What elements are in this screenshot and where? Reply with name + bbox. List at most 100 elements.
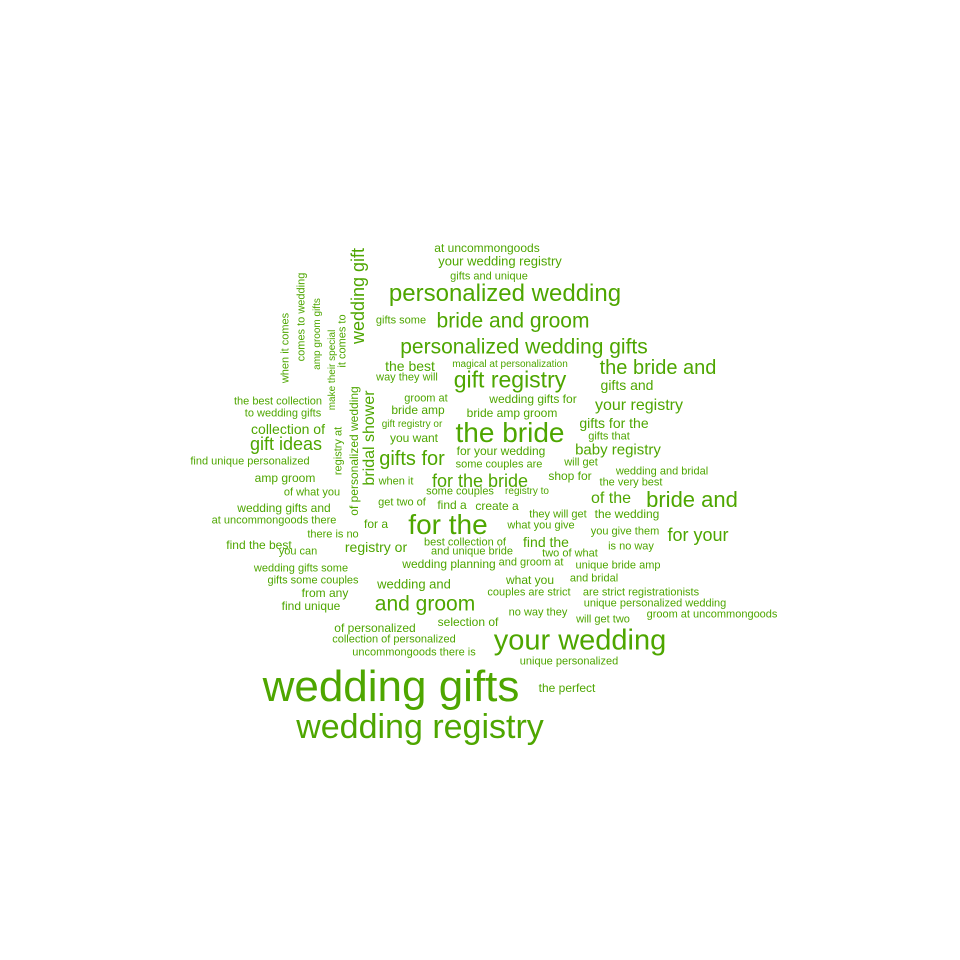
cloud-word: it comes to	[336, 314, 349, 368]
cloud-word: wedding and bridal	[615, 465, 709, 478]
cloud-word: wedding gifts some	[253, 562, 349, 575]
cloud-word: gifts and unique	[450, 270, 528, 283]
cloud-word: wedding and	[377, 576, 451, 592]
cloud-word: selection of	[437, 615, 499, 629]
cloud-word: collection of	[251, 421, 325, 437]
cloud-word: wedding planning	[402, 557, 496, 571]
cloud-word: the bride	[455, 417, 565, 448]
cloud-word: collection of personalized	[332, 633, 456, 646]
cloud-word: baby registry	[575, 441, 661, 459]
cloud-word: at uncommongoods there	[211, 514, 337, 527]
cloud-word: wedding gifts and	[237, 501, 331, 515]
cloud-word: find a	[437, 498, 467, 512]
cloud-word: personalized wedding	[388, 280, 622, 307]
cloud-word: some couples	[426, 485, 494, 498]
cloud-word: groom at uncommongoods	[646, 608, 778, 621]
cloud-word: from any	[301, 586, 349, 600]
cloud-word: gift ideas	[249, 434, 323, 454]
cloud-word: get two of	[378, 496, 426, 509]
cloud-word: bride and	[646, 487, 738, 512]
cloud-word: you give them	[590, 525, 660, 538]
cloud-word: way they will	[376, 371, 438, 384]
cloud-word: gifts for	[379, 448, 445, 470]
cloud-word: for a	[363, 517, 389, 531]
cloud-word: create a	[475, 499, 519, 513]
cloud-word: wedding gifts	[262, 662, 520, 711]
cloud-word: the best collection	[233, 395, 323, 408]
cloud-word: find unique personalized	[190, 455, 310, 468]
cloud-word: personalized wedding gifts	[400, 335, 648, 359]
cloud-word: bridal shower	[361, 390, 378, 486]
cloud-word: couples are strict	[487, 586, 571, 599]
cloud-word: bride amp	[391, 403, 445, 417]
cloud-word: wedding gift	[348, 247, 368, 345]
cloud-word: and groom at	[498, 556, 564, 569]
cloud-word: the very best	[599, 476, 663, 489]
cloud-word: the wedding	[594, 507, 660, 521]
cloud-word: you can	[278, 545, 318, 558]
cloud-word: registry to	[505, 486, 549, 497]
cloud-word: for the	[408, 509, 488, 540]
cloud-word: the bride and	[599, 357, 717, 379]
cloud-word: for the bride	[431, 471, 529, 491]
cloud-word: and bridal	[569, 572, 619, 585]
cloud-word: they will get	[529, 508, 587, 521]
cloud-word: when it comes	[279, 312, 292, 384]
cloud-word: bride and groom	[436, 309, 590, 333]
cloud-word: will get	[564, 456, 598, 469]
cloud-word: best collection of	[424, 536, 506, 549]
cloud-word: of what you	[283, 486, 341, 499]
cloud-word: registry at	[332, 426, 345, 476]
cloud-word: when it	[378, 475, 414, 488]
cloud-word: amp groom	[254, 471, 316, 485]
cloud-word: and unique bride	[431, 545, 513, 558]
cloud-word: what you	[505, 573, 555, 587]
cloud-word: unique personalized wedding	[583, 597, 727, 610]
cloud-word: of personalized wedding	[347, 386, 361, 516]
cloud-word: magical at personalization	[452, 359, 568, 370]
cloud-word: groom at	[404, 392, 448, 405]
cloud-word: will get two	[576, 613, 630, 626]
cloud-word: unique bride amp	[575, 559, 661, 572]
cloud-word: comes to wedding	[295, 272, 308, 362]
cloud-word: what you give	[507, 519, 575, 532]
cloud-word: of the	[590, 490, 632, 507]
cloud-word: of personalized	[334, 621, 416, 635]
cloud-word: gift registry or	[381, 419, 443, 430]
cloud-word: your wedding registry	[438, 253, 562, 269]
cloud-word: uncommongoods there is	[352, 646, 476, 659]
cloud-word: the perfect	[538, 681, 596, 695]
cloud-word: the best	[385, 358, 435, 374]
cloud-word: gifts that	[588, 430, 630, 443]
cloud-word: your registry	[594, 397, 684, 414]
cloud-word: registry or	[344, 539, 408, 555]
cloud-word: gifts and	[600, 377, 654, 393]
cloud-word: wedding gifts for	[489, 392, 577, 406]
cloud-word: is no way	[608, 540, 654, 553]
cloud-word: your wedding	[493, 624, 667, 657]
cloud-word: wedding registry	[296, 708, 544, 746]
cloud-word: there is no	[307, 528, 359, 541]
cloud-word: you want	[389, 431, 439, 445]
cloud-word: for your wedding	[456, 444, 546, 458]
cloud-word: amp groom gifts	[312, 298, 323, 370]
cloud-word: at uncommongoods	[434, 241, 540, 255]
cloud-word: gifts some	[375, 314, 427, 327]
cloud-word: find the best	[226, 538, 292, 552]
cloud-word: bride amp groom	[466, 406, 558, 420]
cloud-word: find the	[523, 534, 569, 550]
cloud-word: for your	[667, 525, 729, 545]
cloud-word: to wedding gifts	[244, 407, 322, 420]
cloud-word: and groom	[374, 592, 476, 616]
cloud-word: find unique	[281, 599, 341, 613]
cloud-word: no way they	[508, 606, 568, 619]
cloud-word: shop for	[548, 469, 592, 483]
cloud-word: gifts some couples	[267, 574, 359, 587]
cloud-word: are strict registrationists	[582, 586, 700, 599]
cloud-word: two of what	[542, 547, 598, 560]
cloud-word: some couples are	[455, 458, 543, 471]
cloud-word: gifts for the	[579, 415, 649, 431]
cloud-word: gift registry	[453, 366, 567, 393]
cloud-word: unique personalized	[519, 655, 619, 668]
